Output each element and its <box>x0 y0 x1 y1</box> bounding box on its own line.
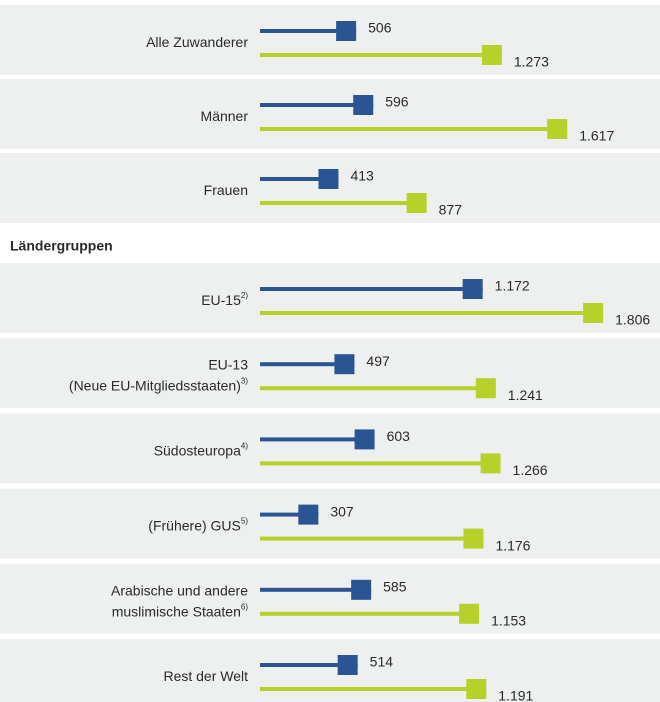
section-title: Ländergruppen <box>10 238 113 254</box>
category-line: Alle Zuwanderer <box>146 34 248 50</box>
bar-marker <box>298 504 319 525</box>
value-label: 1.176 <box>495 537 530 553</box>
category-line: Männer <box>201 108 249 124</box>
bar-marker <box>547 119 568 139</box>
value-label: 1.241 <box>508 387 543 403</box>
bar-marker <box>337 655 358 675</box>
bar <box>260 512 319 517</box>
bar-marker <box>475 378 496 399</box>
bar <box>260 103 374 107</box>
bar <box>260 127 568 131</box>
footnote: 2) <box>241 291 248 300</box>
bar-marker <box>354 429 375 450</box>
row-panel <box>0 639 660 702</box>
value-label: 514 <box>370 654 394 670</box>
category-line: Arabische und andere <box>111 582 248 598</box>
bar <box>260 687 487 691</box>
bar-marker <box>334 354 355 375</box>
value-label: 307 <box>330 503 354 519</box>
value-label: 497 <box>366 353 390 369</box>
bar-marker <box>318 169 339 189</box>
bar-marker <box>583 303 604 323</box>
bar <box>260 437 375 442</box>
bar-marker <box>406 193 427 213</box>
footnote: 5) <box>241 517 248 526</box>
category-line: (Frühere) GUS <box>148 517 241 533</box>
row-panel <box>0 338 660 409</box>
bar <box>260 461 501 466</box>
row-panel <box>0 413 660 484</box>
bar <box>260 663 358 667</box>
footnote: 4) <box>241 442 248 451</box>
category-label: Südosteuropa4) <box>154 442 249 459</box>
category-label: (Frühere) GUS5) <box>148 517 248 534</box>
value-label: 506 <box>368 20 392 36</box>
row-panel <box>0 263 660 333</box>
value-label: 877 <box>439 202 463 218</box>
row-panel <box>0 563 660 634</box>
bar-marker <box>463 528 484 549</box>
category-label: EU-152) <box>201 291 248 308</box>
bar-marker <box>481 45 502 65</box>
bar-marker <box>459 603 480 624</box>
bar <box>260 311 604 315</box>
value-label: 585 <box>383 579 407 595</box>
footnote: 6) <box>241 602 248 611</box>
bar <box>260 29 357 33</box>
category-line: Südosteuropa <box>154 442 241 458</box>
category-line: EU-15 <box>201 292 241 308</box>
value-label: 413 <box>350 168 374 184</box>
category-label: Rest der Welt <box>163 668 248 684</box>
category-line: Frauen <box>204 182 248 198</box>
bar-marker <box>466 679 487 699</box>
value-label: 1.617 <box>579 128 614 144</box>
category-line: (Neue EU-Mitgliedsstaaten) <box>69 377 241 393</box>
bar <box>260 177 339 181</box>
value-label: 603 <box>387 428 411 444</box>
value-label: 1.191 <box>498 688 533 702</box>
value-label: 596 <box>385 94 409 110</box>
category-label: Frauen <box>204 182 248 198</box>
category-line: muslimische Staaten <box>112 603 241 619</box>
footnote: 3) <box>241 377 248 386</box>
category-label: Arabische und andere muslimische Staaten6… <box>111 582 248 619</box>
value-label: 1.172 <box>495 278 530 294</box>
bar <box>260 386 496 391</box>
value-label: 1.266 <box>513 462 548 478</box>
row-panel <box>0 5 660 75</box>
value-label: 1.273 <box>514 54 549 70</box>
category-label: Alle Zuwanderer <box>146 34 248 50</box>
bar <box>260 536 484 541</box>
bar <box>260 587 372 592</box>
bar <box>260 611 480 616</box>
value-label: 1.153 <box>491 613 526 629</box>
bar-marker <box>353 95 374 115</box>
category-label: EU-13 (Neue EU-Mitgliedsstaaten)3) <box>69 356 248 393</box>
bar-marker <box>480 453 501 474</box>
row-panel <box>0 488 660 559</box>
bar <box>260 287 483 291</box>
category-line: Rest der Welt <box>163 668 248 684</box>
category-label: Männer <box>201 108 249 124</box>
value-label: 1.806 <box>615 312 650 328</box>
bar-marker <box>336 21 357 41</box>
bar-marker <box>462 279 483 299</box>
bar <box>260 53 502 57</box>
bar-marker <box>351 579 372 600</box>
bar <box>260 362 355 367</box>
bar <box>260 201 427 205</box>
category-line: EU-13 <box>208 356 248 372</box>
